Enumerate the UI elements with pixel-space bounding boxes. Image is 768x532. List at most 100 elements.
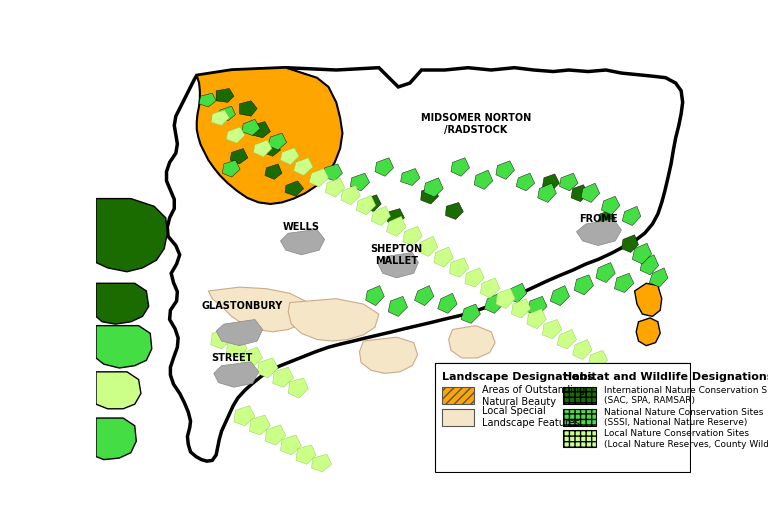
Polygon shape	[449, 258, 468, 277]
Polygon shape	[288, 378, 308, 398]
Bar	[435, 363, 691, 365]
Polygon shape	[571, 185, 588, 202]
Bar	[563, 430, 596, 447]
Polygon shape	[581, 183, 600, 203]
Polygon shape	[614, 273, 634, 293]
Polygon shape	[218, 106, 236, 121]
Polygon shape	[96, 326, 152, 368]
Polygon shape	[310, 169, 329, 187]
Bar	[442, 387, 474, 404]
Polygon shape	[387, 209, 405, 226]
Polygon shape	[550, 286, 570, 305]
Polygon shape	[326, 178, 345, 197]
Text: National Nature Conservation Sites
(SSSI, National Nature Reserve): National Nature Conservation Sites (SSSI…	[604, 408, 763, 427]
Bar	[442, 409, 474, 426]
Polygon shape	[280, 148, 299, 165]
Polygon shape	[574, 275, 594, 295]
Polygon shape	[96, 284, 149, 324]
Polygon shape	[227, 127, 245, 143]
Polygon shape	[96, 198, 167, 272]
Polygon shape	[199, 93, 216, 107]
Polygon shape	[211, 110, 230, 126]
Polygon shape	[451, 158, 469, 176]
Text: GLASTONBURY: GLASTONBURY	[201, 302, 283, 311]
Polygon shape	[378, 253, 419, 278]
Polygon shape	[621, 235, 638, 253]
Text: FROME: FROME	[579, 214, 617, 225]
Polygon shape	[167, 68, 683, 461]
Polygon shape	[323, 164, 343, 181]
Polygon shape	[496, 289, 515, 309]
Polygon shape	[528, 296, 547, 315]
Polygon shape	[636, 318, 660, 346]
Polygon shape	[424, 178, 443, 197]
Polygon shape	[481, 278, 500, 298]
Polygon shape	[214, 362, 259, 387]
Text: Local Special
Landscape Features: Local Special Landscape Features	[482, 406, 580, 428]
Polygon shape	[496, 161, 515, 179]
Polygon shape	[516, 173, 535, 191]
Polygon shape	[242, 347, 263, 367]
Polygon shape	[240, 101, 257, 116]
Polygon shape	[293, 158, 313, 176]
Polygon shape	[350, 173, 369, 191]
Polygon shape	[285, 181, 303, 196]
Polygon shape	[341, 186, 360, 205]
Polygon shape	[222, 160, 240, 177]
Polygon shape	[601, 196, 620, 215]
Polygon shape	[401, 169, 420, 186]
Polygon shape	[265, 425, 286, 445]
Text: MIDSOMER NORTON
/RADSTOCK: MIDSOMER NORTON /RADSTOCK	[421, 113, 531, 135]
Polygon shape	[415, 286, 434, 305]
Polygon shape	[598, 210, 615, 227]
Polygon shape	[542, 174, 559, 191]
Text: WELLS: WELLS	[283, 222, 320, 232]
Bar	[563, 409, 596, 426]
Polygon shape	[364, 195, 381, 212]
Polygon shape	[577, 219, 621, 246]
Polygon shape	[511, 298, 531, 318]
Polygon shape	[257, 358, 278, 378]
Polygon shape	[234, 406, 255, 426]
Polygon shape	[375, 158, 393, 176]
Text: Areas of Outstanding
Natural Beauty: Areas of Outstanding Natural Beauty	[482, 385, 585, 406]
Text: Local Nature Conservation Sites
(Local Nature Reserves, County Wildlife Sites): Local Nature Conservation Sites (Local N…	[604, 429, 768, 448]
Polygon shape	[508, 284, 527, 303]
Polygon shape	[434, 247, 453, 267]
Polygon shape	[216, 88, 234, 102]
Polygon shape	[438, 293, 457, 313]
Text: STREET: STREET	[211, 353, 253, 363]
Polygon shape	[527, 309, 546, 329]
Polygon shape	[227, 338, 247, 358]
Polygon shape	[216, 320, 263, 346]
Polygon shape	[596, 262, 615, 282]
Polygon shape	[419, 236, 438, 256]
Polygon shape	[366, 286, 384, 305]
Polygon shape	[263, 141, 280, 156]
Polygon shape	[403, 226, 422, 246]
Polygon shape	[296, 445, 316, 464]
Polygon shape	[197, 68, 343, 204]
Polygon shape	[230, 148, 248, 164]
Polygon shape	[208, 287, 310, 332]
Polygon shape	[632, 243, 652, 264]
Polygon shape	[371, 206, 390, 226]
Polygon shape	[265, 164, 282, 179]
Polygon shape	[388, 296, 408, 317]
Polygon shape	[242, 119, 260, 136]
Text: International Nature Conservation Sites
(SAC, SPA, RAMSAR): International Nature Conservation Sites …	[604, 386, 768, 405]
Bar	[435, 363, 690, 472]
Polygon shape	[250, 415, 270, 435]
Polygon shape	[268, 133, 286, 150]
Polygon shape	[465, 268, 485, 287]
Polygon shape	[356, 196, 376, 215]
Polygon shape	[253, 140, 272, 157]
Polygon shape	[588, 350, 607, 370]
Polygon shape	[474, 170, 493, 189]
Polygon shape	[386, 217, 406, 236]
Text: SHEPTON
MALLET: SHEPTON MALLET	[371, 244, 422, 265]
Polygon shape	[288, 298, 379, 341]
Polygon shape	[557, 329, 577, 349]
Polygon shape	[449, 326, 495, 358]
Polygon shape	[622, 206, 641, 226]
